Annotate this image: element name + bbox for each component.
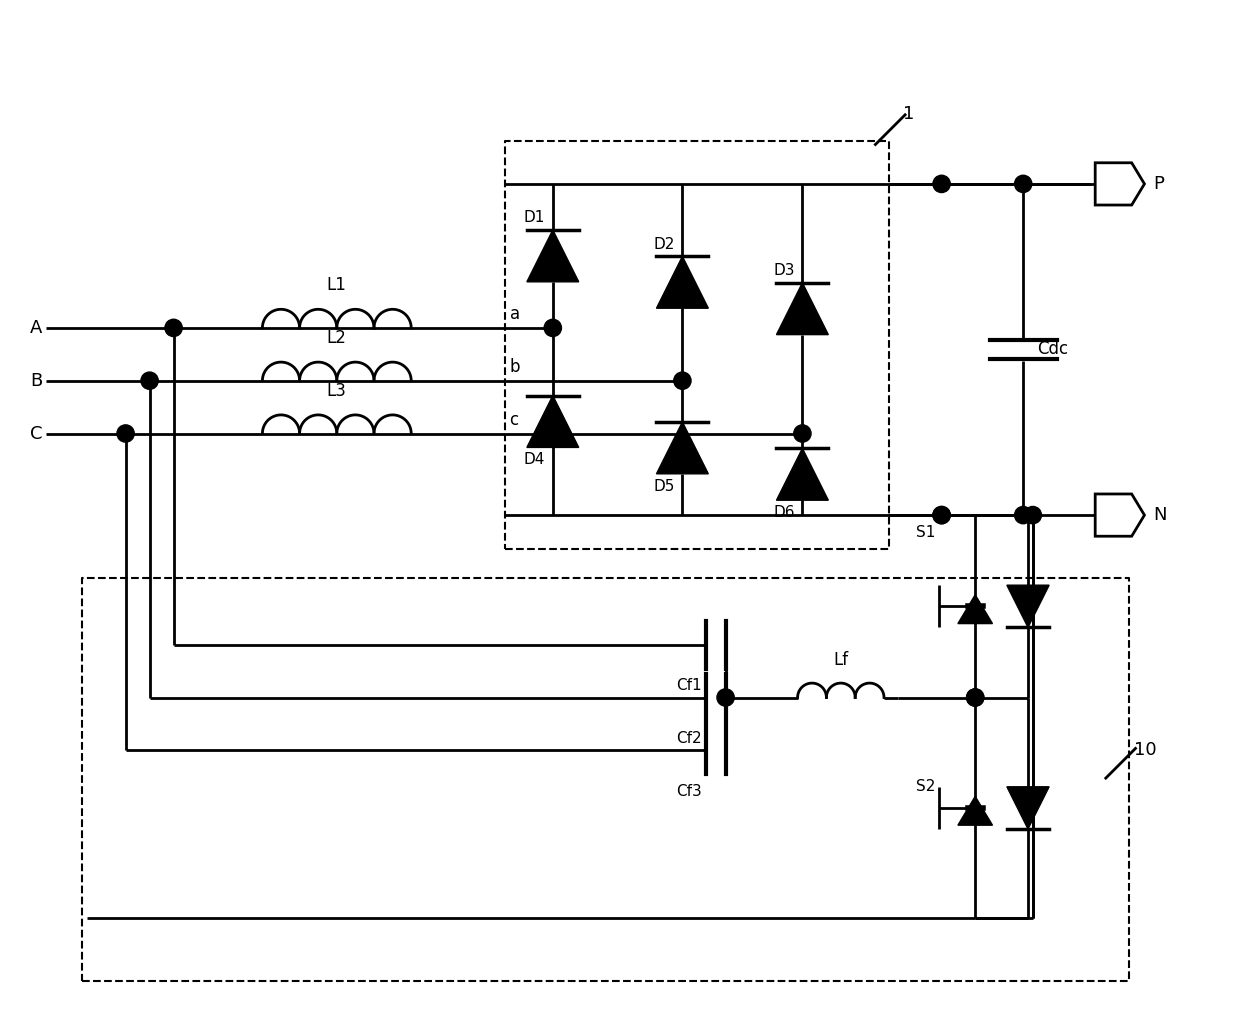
Text: C: C	[30, 424, 42, 443]
Polygon shape	[527, 230, 579, 282]
Text: P: P	[1153, 175, 1163, 193]
Text: N: N	[1153, 506, 1167, 524]
Text: Cf1: Cf1	[676, 678, 702, 693]
Text: L1: L1	[327, 276, 347, 294]
Circle shape	[1014, 175, 1032, 193]
Circle shape	[966, 689, 983, 706]
Text: D2: D2	[653, 237, 675, 252]
Polygon shape	[776, 283, 828, 334]
Text: D1: D1	[523, 210, 546, 226]
Circle shape	[673, 372, 691, 389]
Polygon shape	[959, 595, 992, 623]
Circle shape	[717, 689, 734, 706]
Polygon shape	[959, 796, 992, 825]
Text: 10: 10	[1133, 741, 1156, 760]
Text: Lf: Lf	[833, 651, 848, 669]
Polygon shape	[1007, 787, 1049, 829]
Circle shape	[966, 689, 983, 706]
Text: Cdc: Cdc	[1038, 341, 1069, 358]
Text: D3: D3	[774, 263, 795, 278]
Circle shape	[932, 506, 950, 524]
Circle shape	[141, 372, 159, 389]
Circle shape	[1014, 506, 1032, 524]
Text: L3: L3	[327, 382, 347, 400]
Polygon shape	[527, 395, 579, 447]
Text: A: A	[30, 319, 42, 337]
Circle shape	[165, 319, 182, 336]
Circle shape	[1024, 506, 1042, 524]
Text: a: a	[510, 305, 520, 323]
Circle shape	[932, 175, 950, 193]
Text: D5: D5	[653, 478, 675, 494]
Polygon shape	[656, 422, 708, 474]
Text: Cf2: Cf2	[676, 731, 702, 746]
Text: S2: S2	[915, 779, 935, 794]
Circle shape	[117, 424, 134, 442]
Text: L2: L2	[327, 329, 347, 347]
Circle shape	[794, 424, 811, 442]
Circle shape	[544, 319, 562, 336]
Circle shape	[932, 506, 950, 524]
Text: S1: S1	[915, 525, 935, 539]
Text: 1: 1	[903, 105, 915, 123]
Polygon shape	[656, 257, 708, 308]
Text: D4: D4	[523, 452, 546, 467]
Text: B: B	[30, 372, 42, 390]
Text: D6: D6	[774, 505, 795, 520]
Polygon shape	[1007, 585, 1049, 627]
Text: c: c	[510, 411, 518, 428]
Text: b: b	[510, 358, 520, 376]
Polygon shape	[776, 448, 828, 500]
Text: Cf3: Cf3	[676, 783, 702, 799]
